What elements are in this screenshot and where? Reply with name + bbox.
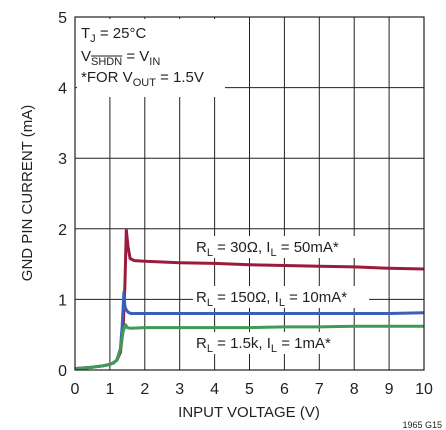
y-tick-label: 4 xyxy=(58,81,67,98)
x-tick-label: 5 xyxy=(245,381,254,398)
series-line-3 xyxy=(74,323,424,371)
y-tick-label: 2 xyxy=(58,222,67,239)
series-lines xyxy=(74,228,425,371)
x-tick-label: 6 xyxy=(280,381,289,398)
plot-frame xyxy=(74,16,425,371)
series-label-box-3 xyxy=(193,332,353,354)
series-label-2: RL = 150Ω, IL = 10mA* xyxy=(196,289,347,309)
y-tick-label: 1 xyxy=(58,292,67,309)
figure-id: 1965 G15 xyxy=(402,420,442,430)
conditions-box xyxy=(77,19,225,97)
series-label-box-1 xyxy=(193,236,367,258)
series-label-box-2 xyxy=(193,286,369,308)
condition-vshdn: VSHDN = VIN xyxy=(81,48,160,68)
x-axis-ticks: 0 1 2 3 4 5 6 7 8 9 10 xyxy=(71,381,433,398)
x-tick-label: 1 xyxy=(105,381,114,398)
y-axis-ticks: 0 1 2 3 4 5 xyxy=(58,10,67,380)
y-axis-title: GND PIN CURRENT (mA) xyxy=(19,105,36,281)
x-tick-label: 10 xyxy=(415,381,433,398)
condition-note: *FOR VOUT = 1.5V xyxy=(81,69,204,89)
x-tick-label: 9 xyxy=(385,381,394,398)
x-tick-label: 7 xyxy=(315,381,324,398)
series-label-3: RL = 1.5k, IL = 1mA* xyxy=(196,335,331,355)
y-tick-label: 0 xyxy=(58,363,67,380)
x-tick-label: 4 xyxy=(210,381,219,398)
y-tick-label: 3 xyxy=(58,151,67,168)
x-tick-label: 0 xyxy=(71,381,80,398)
series-label-1: RL = 30Ω, IL = 50mA* xyxy=(196,239,339,259)
condition-tj: TJ = 25°C xyxy=(81,25,146,45)
x-tick-label: 8 xyxy=(350,381,359,398)
x-axis-title: INPUT VOLTAGE (V) xyxy=(178,404,320,421)
y-tick-label: 5 xyxy=(58,10,67,27)
x-tick-label: 3 xyxy=(175,381,184,398)
x-tick-label: 2 xyxy=(140,381,149,398)
